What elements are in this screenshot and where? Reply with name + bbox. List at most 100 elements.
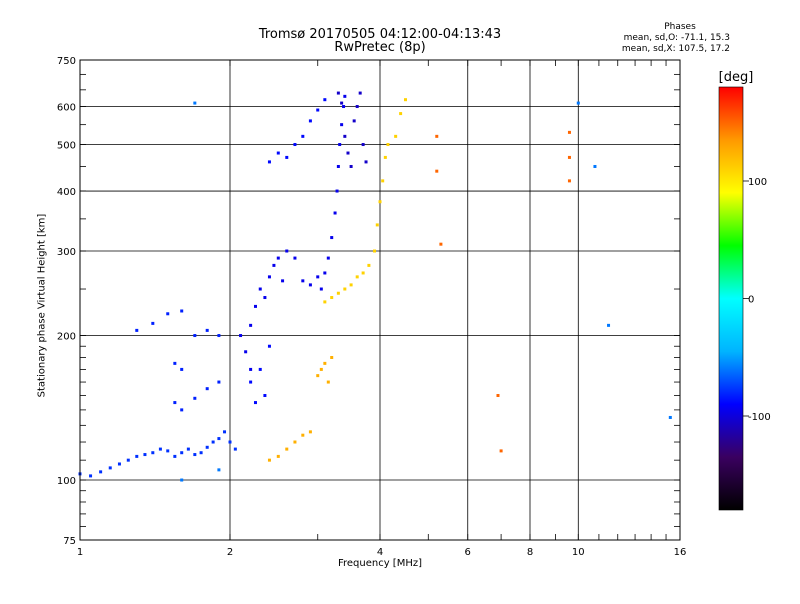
data-point [499,449,503,453]
data-point [249,323,253,327]
data-point [258,287,262,291]
data-point [143,453,147,457]
data-point [276,151,280,155]
data-point [117,462,121,466]
data-point [342,105,346,109]
data-point [285,447,289,451]
data-point [435,134,439,138]
data-point [326,256,330,260]
y-tick-label: 750 [57,56,76,67]
data-point [323,361,327,365]
data-point [108,466,112,470]
data-point [166,449,170,453]
colorbar-tick-label: -100 [748,412,771,423]
data-point [336,91,340,95]
x-tick-label: 10 [572,547,585,558]
colorbar [718,86,744,511]
data-point [316,275,320,279]
data-point [349,164,353,168]
data-point [180,451,184,455]
data-point [217,334,221,338]
y-axis-label: Stationary phase Virtual Height [km] [36,213,48,398]
data-point [301,433,305,437]
data-point [249,380,253,384]
data-point [193,396,197,400]
data-point [99,470,103,474]
y-tick-label: 300 [57,247,76,258]
data-point [267,160,271,164]
x-tick-label: 8 [527,547,533,558]
data-point [301,134,305,138]
grid [80,60,680,540]
data-point [173,401,177,405]
phase-stats-header: Phases [664,22,696,32]
data-point [330,296,334,300]
data-point [223,430,227,434]
data-point [340,123,344,127]
data-point [180,478,184,482]
data-point [205,328,209,332]
data-point [285,155,289,159]
data-point [173,454,177,458]
data-point [567,130,571,134]
x-tick-label: 2 [227,547,233,558]
data-point [338,143,342,147]
data-point [263,296,267,300]
data-point [346,151,350,155]
data-point [308,119,312,123]
data-point [593,164,597,168]
data-point [378,200,382,204]
data-point [375,223,379,227]
data-point [151,321,155,325]
phase-stats-x: mean, sd,X: 107.5, 17.2 [621,44,730,54]
chart-title: Tromsø 20170505 04:12:00-04:13:43 [258,27,502,42]
data-point [239,334,243,338]
data-point [567,179,571,183]
y-tick-label: 100 [57,476,76,487]
data-point [383,155,387,159]
phase-stats: Phases mean, sd,O: -71.1, 15.3 mean, sd,… [600,22,730,55]
data-point [173,361,177,365]
data-point [386,143,390,147]
x-axis: 1 2 4 6 8 10 16 [77,60,687,558]
data-point [323,300,327,304]
data-point [343,94,347,98]
data-point [308,283,312,287]
x-tick-label: 16 [674,547,687,558]
data-point [285,249,289,253]
data-point [199,451,203,455]
data-point [158,447,162,451]
data-point [355,275,359,279]
data-point [323,98,327,102]
data-point [244,350,248,354]
colorbar-ticks: 100 0 -100 [743,177,771,423]
data-point [381,179,385,183]
y-tick-label: 200 [57,332,76,343]
data-point [293,143,297,147]
x-tick-label: 6 [465,547,471,558]
colorbar-tick-label: 100 [748,177,767,188]
data-point [373,249,377,253]
data-point [323,271,327,275]
data-point [361,271,365,275]
chart-subtitle: RwPretec (8p) [334,40,426,55]
data-point [316,108,320,112]
data-point [276,256,280,260]
data-point [205,445,209,449]
data-point [180,367,184,371]
data-point [336,291,340,295]
data-point [253,401,257,405]
data-point [211,440,215,444]
data-point [355,105,359,109]
data-point [217,437,221,441]
data-point [249,367,253,371]
data-point [340,101,344,105]
data-points [78,91,672,482]
y-tick-label: 400 [57,187,76,198]
data-point [293,256,297,260]
data-point [394,134,398,138]
data-point [272,263,276,267]
data-point [267,344,271,348]
data-point [364,160,368,164]
